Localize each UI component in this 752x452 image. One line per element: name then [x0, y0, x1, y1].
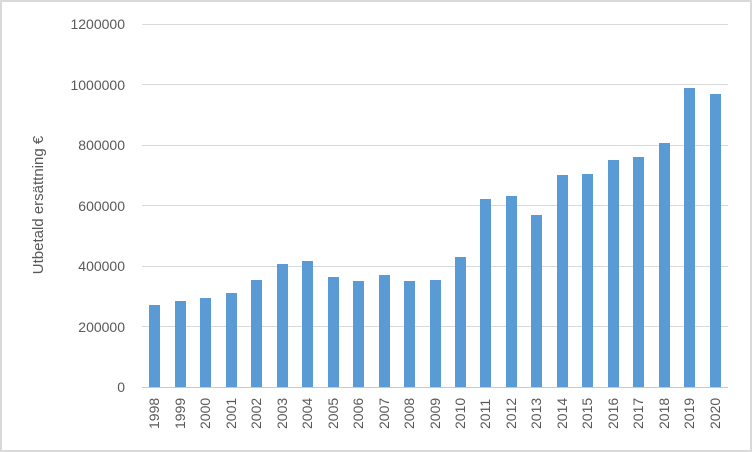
bar-2002: [251, 279, 263, 387]
bar-2005: [327, 276, 339, 387]
bar-2009: [429, 279, 441, 387]
bar-2006: [353, 281, 365, 387]
y-tick-label: 400000: [78, 258, 125, 274]
bar-2014: [556, 175, 568, 387]
y-tick-label: 800000: [78, 137, 125, 153]
bar-2004: [302, 261, 314, 387]
x-tick-label: 2018: [655, 397, 672, 429]
y-tick-label: 1200000: [70, 16, 125, 32]
bar-2019: [684, 87, 696, 387]
bar-2008: [404, 281, 416, 387]
gridline: [142, 84, 728, 85]
bar-1998: [149, 305, 161, 387]
x-tick-label: 2014: [553, 397, 570, 429]
gridline: [142, 23, 728, 25]
y-tick-label: 200000: [78, 318, 125, 335]
gridline: [142, 144, 728, 146]
x-tick-label: 2017: [630, 397, 647, 429]
x-tick-label: 2000: [197, 397, 214, 429]
bar-2010: [454, 256, 466, 387]
x-tick-label: 2006: [350, 397, 367, 429]
x-tick-label: 2011: [477, 398, 494, 429]
gridline: [142, 265, 728, 267]
x-axis-line: [142, 386, 728, 388]
bar-2015: [582, 173, 594, 387]
x-tick-label: 2008: [401, 397, 418, 429]
x-tick-label: 2001: [222, 397, 239, 429]
bar-2017: [633, 157, 645, 387]
y-tick-label: 0: [117, 379, 125, 395]
x-tick-label: 1998: [146, 397, 163, 429]
x-tick-label: 2012: [502, 397, 519, 429]
y-tick-label: 600000: [78, 197, 125, 214]
x-tick-label: 2002: [248, 397, 265, 429]
x-tick-label: 2020: [706, 397, 723, 429]
bar-2012: [505, 196, 517, 387]
y-tick-label: 1000000: [70, 76, 125, 93]
x-tick-label: 2019: [681, 397, 698, 429]
x-tick-label: 2015: [579, 397, 596, 429]
x-tick-label: 2007: [375, 397, 392, 429]
x-tick-label: 2004: [299, 397, 316, 429]
x-tick-label: 1999: [171, 397, 188, 429]
x-tick-label: 2010: [451, 397, 468, 429]
bar-2011: [480, 199, 492, 387]
x-tick-label: 2009: [426, 397, 443, 429]
bar-2000: [200, 297, 212, 387]
bar-2020: [709, 93, 721, 387]
bar-2007: [378, 275, 390, 387]
bar-2016: [607, 160, 619, 387]
bar-2018: [658, 143, 670, 387]
x-tick-label: 2016: [604, 397, 621, 429]
x-tick-label: 2013: [528, 397, 545, 429]
bar-2003: [276, 264, 288, 387]
bar-2001: [225, 293, 237, 387]
x-tick-label: 2003: [273, 397, 290, 429]
x-tick-label: 2005: [324, 397, 341, 429]
bar-1999: [174, 300, 186, 387]
gridline: [142, 205, 728, 206]
bar-2013: [531, 214, 543, 387]
